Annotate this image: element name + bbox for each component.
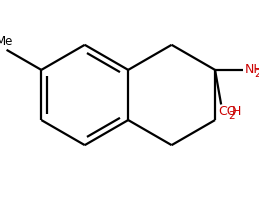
Text: H: H — [232, 104, 241, 117]
Text: Me: Me — [0, 35, 13, 48]
Text: 2: 2 — [255, 69, 259, 78]
Text: CO: CO — [219, 104, 237, 117]
Text: 2: 2 — [229, 110, 235, 120]
Text: NH: NH — [245, 63, 259, 76]
